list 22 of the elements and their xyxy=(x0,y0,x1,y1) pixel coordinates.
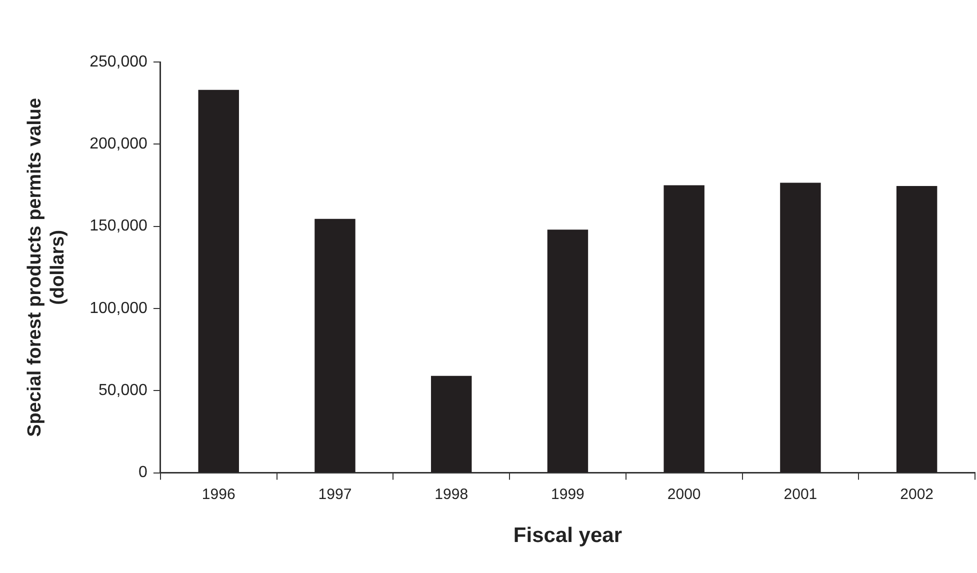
y-tick-label: 50,000 xyxy=(98,382,148,400)
x-tick-label: 2000 xyxy=(667,486,701,503)
bar xyxy=(896,186,938,472)
x-tick-label: 2001 xyxy=(784,486,818,503)
y-tick-label: 0 xyxy=(138,464,148,482)
bar xyxy=(547,230,588,472)
y-tick-label: 100,000 xyxy=(90,300,148,317)
x-tick-label: 1997 xyxy=(318,486,352,503)
y-tick-label: 200,000 xyxy=(90,136,148,153)
bar xyxy=(780,182,821,472)
x-tick-label: 1998 xyxy=(434,486,468,503)
x-tick-label: 2002 xyxy=(900,486,934,503)
bar xyxy=(664,185,704,472)
bar xyxy=(198,90,239,472)
y-axis-title: Special forest products permits value (dollars) xyxy=(24,98,68,437)
x-axis-title: Fiscal year xyxy=(513,524,622,548)
y-tick-label: 150,000 xyxy=(90,218,148,235)
y-tick-label: 250,000 xyxy=(90,53,148,70)
x-tick-label: 1999 xyxy=(551,486,584,503)
bar xyxy=(430,376,472,472)
x-tick-label: 1996 xyxy=(202,486,236,503)
bar xyxy=(314,218,356,472)
